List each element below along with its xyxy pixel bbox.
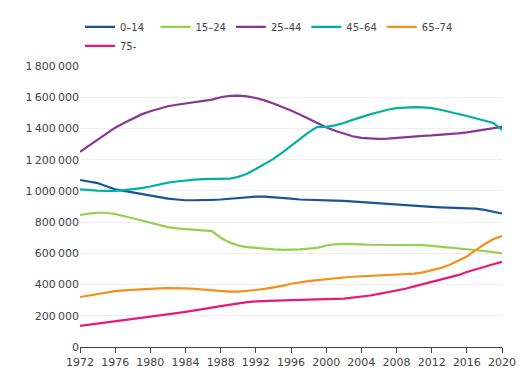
- svg-text:1972: 1972: [66, 356, 94, 369]
- svg-text:1 800 000: 1 800 000: [26, 60, 79, 73]
- svg-text:65–74: 65–74: [422, 22, 452, 33]
- svg-text:45–64: 45–64: [346, 22, 376, 33]
- svg-text:1988: 1988: [207, 356, 235, 369]
- svg-text:1 000 000: 1 000 000: [26, 185, 79, 198]
- svg-text:800 000: 800 000: [35, 216, 79, 229]
- svg-text:2016: 2016: [453, 356, 481, 369]
- svg-text:2004: 2004: [347, 356, 375, 369]
- svg-text:2020: 2020: [488, 356, 516, 369]
- svg-text:1980: 1980: [136, 356, 164, 369]
- svg-text:1 400 000: 1 400 000: [26, 122, 79, 135]
- svg-text:200 000: 200 000: [35, 310, 79, 323]
- svg-text:0: 0: [72, 341, 79, 354]
- svg-text:0–14: 0–14: [120, 22, 144, 33]
- svg-text:1992: 1992: [242, 356, 270, 369]
- svg-text:400 000: 400 000: [35, 278, 79, 291]
- svg-text:1996: 1996: [277, 356, 305, 369]
- svg-text:2008: 2008: [383, 356, 411, 369]
- svg-text:600 000: 600 000: [35, 247, 79, 260]
- svg-text:1976: 1976: [101, 356, 129, 369]
- svg-text:15–24: 15–24: [195, 22, 225, 33]
- svg-text:2012: 2012: [418, 356, 446, 369]
- svg-text:1 200 000: 1 200 000: [26, 154, 79, 167]
- svg-text:75-: 75-: [120, 41, 137, 52]
- svg-text:25–44: 25–44: [271, 22, 301, 33]
- svg-text:2000: 2000: [312, 356, 340, 369]
- svg-text:1 600 000: 1 600 000: [26, 91, 79, 104]
- svg-text:1984: 1984: [172, 356, 200, 369]
